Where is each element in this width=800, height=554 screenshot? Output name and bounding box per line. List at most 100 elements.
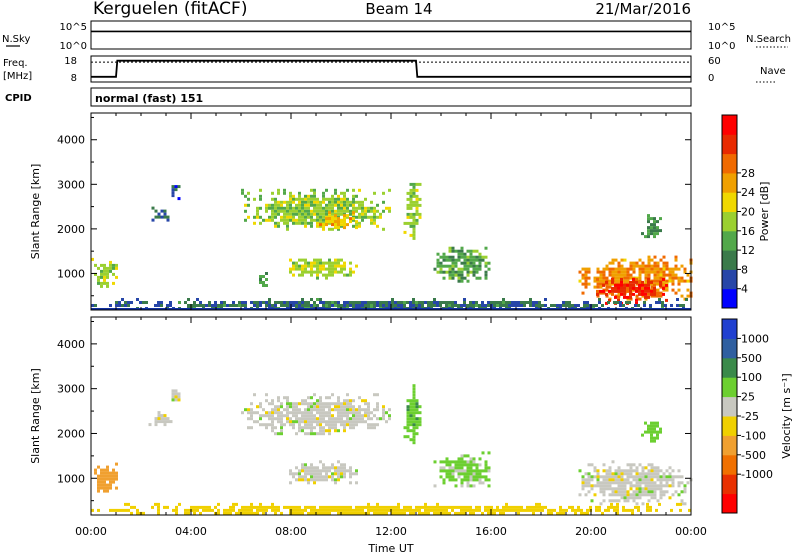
power-cell bbox=[319, 200, 322, 204]
velocity-cell bbox=[607, 505, 610, 509]
power-cell bbox=[662, 279, 666, 283]
power-cell bbox=[340, 197, 343, 201]
freq-panel bbox=[90, 55, 692, 83]
power-cell bbox=[643, 301, 646, 304]
velocity-cell bbox=[641, 490, 645, 494]
velocity-cell bbox=[562, 508, 565, 512]
power-cell bbox=[601, 304, 604, 307]
velocity-cell bbox=[421, 511, 424, 515]
velocity-cell bbox=[289, 420, 292, 424]
velocity-cell bbox=[358, 511, 361, 515]
power-cell bbox=[556, 304, 559, 307]
velocity-cell bbox=[229, 505, 232, 509]
power-cell bbox=[466, 249, 470, 253]
velocity-cell bbox=[463, 463, 467, 467]
velocity-cell bbox=[268, 414, 271, 418]
velocity-cell bbox=[587, 484, 591, 488]
power-cell bbox=[472, 249, 476, 253]
velocity-cell bbox=[593, 475, 597, 479]
power-cell bbox=[268, 301, 271, 304]
power-cell bbox=[115, 301, 118, 304]
velocity-cell bbox=[289, 472, 292, 476]
velocity-cell bbox=[599, 487, 603, 491]
velocity-cell bbox=[307, 472, 310, 476]
velocity-cell bbox=[106, 483, 109, 487]
power-cell bbox=[463, 264, 467, 268]
velocity-cell bbox=[163, 414, 167, 418]
power-cell bbox=[382, 191, 385, 195]
velocity-cell bbox=[599, 481, 603, 485]
power-cell bbox=[638, 280, 641, 284]
velocity-cell bbox=[466, 469, 470, 473]
velocity-cell bbox=[517, 508, 520, 512]
velocity-cell bbox=[304, 417, 307, 421]
velocity-cell bbox=[460, 508, 463, 512]
velocity-cell bbox=[382, 508, 385, 512]
velocity-cell bbox=[478, 505, 481, 509]
velocity-cell bbox=[304, 478, 307, 482]
velocity-cell bbox=[631, 508, 634, 512]
velocity-cell bbox=[154, 502, 157, 506]
power-cell bbox=[653, 273, 657, 277]
power-cell bbox=[662, 288, 666, 292]
velocity-cell bbox=[115, 477, 118, 481]
power-cell bbox=[647, 226, 650, 230]
power-cell bbox=[653, 226, 656, 230]
power-cell bbox=[271, 209, 274, 213]
velocity-cell bbox=[581, 475, 585, 479]
velocity-cell bbox=[475, 478, 479, 482]
power-cell bbox=[409, 188, 413, 192]
power-cell bbox=[265, 209, 268, 213]
velocity-cell bbox=[274, 426, 277, 430]
velocity-cell bbox=[301, 426, 304, 430]
velocity-cell bbox=[319, 475, 322, 479]
power-cell bbox=[661, 304, 664, 307]
velocity-cell bbox=[241, 511, 244, 515]
power-cell bbox=[295, 218, 298, 222]
velocity-cell bbox=[614, 493, 618, 497]
velocity-cell bbox=[650, 469, 654, 473]
power-cell bbox=[301, 270, 304, 274]
velocity-cell bbox=[505, 508, 508, 512]
velocity-cell bbox=[623, 469, 627, 473]
power-cell bbox=[638, 264, 642, 268]
power-cell bbox=[605, 288, 609, 292]
velocity-cell bbox=[620, 487, 624, 491]
power-cell bbox=[412, 215, 416, 219]
velocity-cell bbox=[304, 508, 307, 512]
velocity-cell bbox=[286, 420, 289, 424]
power-cell bbox=[665, 283, 668, 287]
velocity-cell bbox=[313, 402, 316, 406]
freq-tick-top: 18 bbox=[64, 56, 77, 67]
power-cell bbox=[623, 289, 626, 293]
power-cell bbox=[644, 292, 647, 296]
power-cell bbox=[307, 209, 310, 213]
velocity-cell bbox=[307, 511, 310, 515]
velocity-cell bbox=[367, 426, 370, 430]
velocity-cell bbox=[196, 508, 199, 512]
power-cell bbox=[674, 276, 678, 280]
power-cell bbox=[611, 267, 615, 271]
power-cell bbox=[349, 273, 352, 277]
velocity-cell bbox=[388, 505, 391, 509]
velocity-cell bbox=[343, 423, 346, 427]
velocity-cell bbox=[653, 439, 656, 443]
velocity-cell bbox=[614, 481, 618, 485]
velocity-cell bbox=[115, 474, 118, 478]
velocity-cell bbox=[406, 435, 410, 439]
power-cell bbox=[343, 301, 346, 304]
velocity-cell bbox=[97, 483, 100, 487]
power-cell bbox=[634, 304, 637, 307]
velocity-cell bbox=[617, 484, 621, 488]
velocity-cell bbox=[478, 457, 482, 461]
velocity-cell bbox=[373, 408, 376, 412]
velocity-data-region bbox=[91, 502, 691, 515]
power-cell bbox=[659, 276, 663, 280]
power-cell bbox=[328, 203, 331, 207]
velocity-cell bbox=[316, 472, 319, 476]
velocity-cell bbox=[169, 420, 173, 424]
freq-series-line bbox=[91, 59, 691, 78]
velocity-cell bbox=[680, 481, 684, 485]
velocity-cell bbox=[331, 420, 334, 424]
